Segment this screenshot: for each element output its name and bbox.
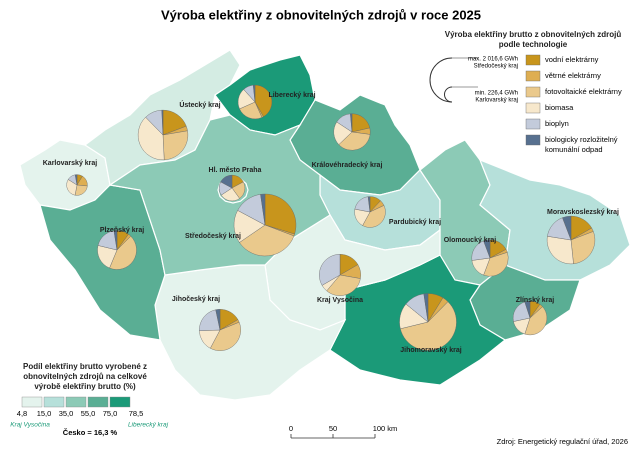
region-label: Královéhradecký kraj bbox=[312, 162, 383, 169]
pie-slice bbox=[220, 174, 233, 189]
pie-slice bbox=[74, 174, 78, 186]
legend-label: biomasa bbox=[545, 103, 574, 112]
legend-swatch bbox=[525, 54, 541, 66]
class-swatch bbox=[43, 396, 65, 408]
pie-slice bbox=[562, 215, 572, 241]
scale-label: 0 bbox=[289, 424, 293, 433]
pie-slice bbox=[210, 321, 241, 351]
min-region: Karlovarský kraj bbox=[475, 98, 518, 104]
country-share: Česko = 16,3 % bbox=[63, 428, 118, 437]
region-label: Zlínský kraj bbox=[516, 297, 555, 304]
region-label: Pardubický kraj bbox=[389, 219, 441, 226]
pie-slice bbox=[483, 239, 491, 259]
class-break: 15,0 bbox=[37, 409, 52, 418]
class-swatch bbox=[65, 396, 87, 408]
region-label: Liberecký kraj bbox=[268, 92, 315, 99]
pie-slice bbox=[264, 193, 297, 235]
region-label: Hl. město Praha bbox=[209, 167, 262, 174]
size-circle-min bbox=[444, 86, 453, 103]
pie-slice bbox=[362, 205, 386, 228]
pie-slice bbox=[524, 300, 531, 319]
pie-slice bbox=[109, 235, 137, 270]
pie-slice bbox=[483, 252, 509, 277]
class-break: 75,0 bbox=[103, 409, 118, 418]
region-label: Moravskoslezský kraj bbox=[547, 209, 619, 216]
region-label: Jihočeský kraj bbox=[172, 296, 220, 303]
pie-slice bbox=[215, 309, 221, 331]
region-label: Olomoucký kraj bbox=[444, 237, 497, 244]
technology-legend-title: Výroba elektřiny brutto z obnovitelných … bbox=[444, 30, 622, 49]
pie-slice bbox=[254, 84, 273, 117]
pie-slice bbox=[239, 224, 295, 257]
legend-swatch bbox=[525, 86, 541, 98]
legend-label: bioplyn bbox=[545, 119, 569, 128]
class-break: 55,0 bbox=[81, 409, 96, 418]
min-share-region: Kraj Vysočina bbox=[10, 422, 50, 429]
pie-slice bbox=[326, 274, 361, 296]
pie-slice bbox=[350, 113, 353, 133]
max-region: Středočeský kraj bbox=[474, 64, 518, 70]
pie-slice bbox=[161, 109, 164, 136]
legend-swatch bbox=[525, 118, 541, 130]
share-legend-title: Podíl elektřiny brutto vyrobené z obnovi… bbox=[22, 362, 148, 391]
max-label: max. 2 016,6 GWh bbox=[468, 57, 518, 63]
max-share-region: Liberecký kraj bbox=[128, 422, 169, 429]
class-break: 35,0 bbox=[59, 409, 74, 418]
class-break: 4,8 bbox=[17, 409, 27, 418]
pie-slice bbox=[423, 293, 429, 323]
class-swatch bbox=[87, 396, 109, 408]
min-label: min. 226,4 GWh bbox=[475, 91, 518, 97]
pie-slice bbox=[253, 84, 256, 103]
pie-slice bbox=[400, 301, 457, 351]
source: Zdroj: Energetický regulační úřad, 2026 bbox=[497, 437, 628, 446]
legend-swatch bbox=[525, 70, 541, 82]
legend-swatch bbox=[525, 102, 541, 114]
pie-slice bbox=[319, 254, 341, 286]
region-label: Plzeňský kraj bbox=[100, 227, 144, 234]
class-swatch bbox=[21, 396, 43, 408]
class-swatch bbox=[109, 396, 131, 408]
legend-label: větrné elektrárny bbox=[545, 71, 601, 80]
legend-label-line: komunální odpad bbox=[545, 145, 603, 154]
pie-slice bbox=[546, 236, 574, 265]
legend-swatch bbox=[525, 134, 541, 146]
scale-label: 50 bbox=[329, 424, 337, 433]
title: Výroba elektřiny z obnovitelných zdrojů … bbox=[161, 7, 481, 22]
pie-slice bbox=[570, 231, 596, 265]
region-label: Jihomoravský kraj bbox=[400, 347, 462, 354]
region-label: Ústecký kraj bbox=[179, 100, 220, 109]
region-label: Karlovarský kraj bbox=[43, 160, 98, 167]
legend-label: vodní elektrárny bbox=[545, 55, 599, 64]
pie-slice bbox=[367, 196, 371, 213]
pie-slice bbox=[137, 116, 165, 161]
pie-slice bbox=[162, 130, 189, 161]
scale-label: 100 km bbox=[373, 424, 398, 433]
class-break: 78,5 bbox=[129, 409, 144, 418]
region-label: Středočeský kraj bbox=[185, 233, 241, 240]
size-circle-max bbox=[429, 57, 453, 103]
pie-slice bbox=[260, 193, 266, 226]
region-label: Kraj Vysočina bbox=[317, 297, 363, 304]
pie-slice bbox=[338, 131, 371, 151]
legend-label-line: biologicky rozložitelný bbox=[545, 135, 618, 144]
pie-slice bbox=[524, 306, 548, 336]
pie-slice bbox=[113, 230, 118, 251]
legend-label: biologicky rozložitelný komunální odpad bbox=[545, 135, 618, 154]
legend-label: fotovoltaické elektrárny bbox=[545, 87, 622, 96]
